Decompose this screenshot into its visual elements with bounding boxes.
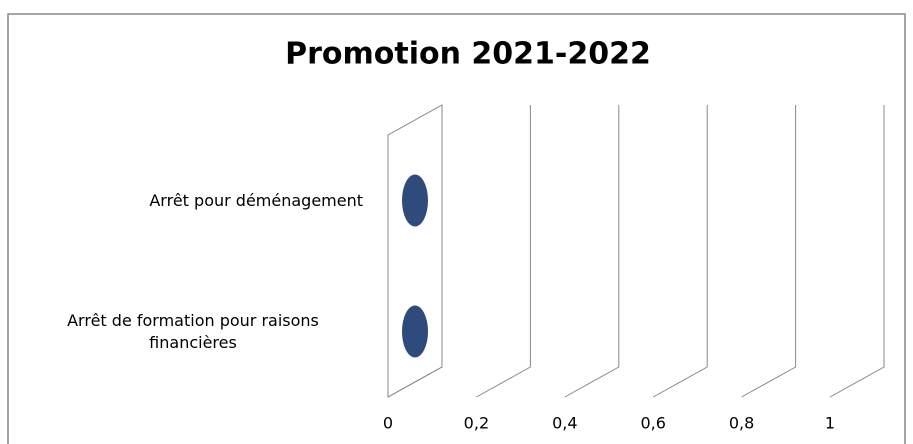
x-tick-label: 1 <box>825 414 835 433</box>
bar <box>402 174 428 227</box>
grid-line <box>652 105 708 398</box>
bar <box>402 305 428 358</box>
y-tick-label: Arrêt pour déménagement <box>149 190 363 210</box>
grid-line <box>387 105 443 398</box>
grid-line <box>741 105 797 398</box>
x-tick-label: 0 <box>383 414 393 433</box>
grid-line <box>829 105 885 398</box>
grid-line <box>564 105 620 398</box>
chart-title: Promotion 2021-2022 <box>285 37 651 72</box>
y-tick-label: Arrêt de formation pour raisons financiè… <box>67 310 319 352</box>
chart-border <box>7 13 906 444</box>
x-tick-label: 0,4 <box>552 414 577 433</box>
x-tick-label: 0,8 <box>729 414 754 433</box>
grid-line <box>476 105 531 398</box>
x-tick-label: 0,2 <box>464 414 489 433</box>
x-tick-label: 0,6 <box>640 414 665 433</box>
